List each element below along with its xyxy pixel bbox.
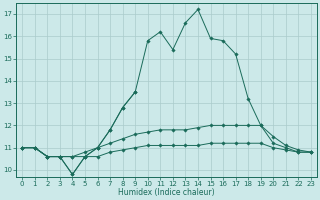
X-axis label: Humidex (Indice chaleur): Humidex (Indice chaleur) xyxy=(118,188,215,197)
